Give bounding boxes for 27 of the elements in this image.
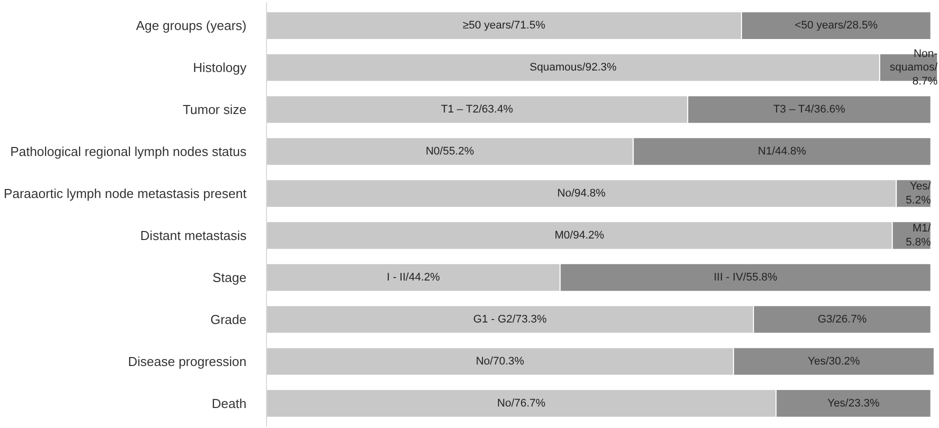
y-tick-label: Age groups (years) (136, 18, 247, 34)
y-tick-label: Histology (193, 60, 247, 76)
data-label: No/94.8% (557, 188, 606, 200)
data-label: <50 years/28.5% (794, 20, 878, 32)
data-label: T1 – T2/63.4% (441, 104, 514, 116)
y-tick-label: Distant metastasis (140, 228, 247, 243)
y-tick-label: Stage (212, 270, 247, 285)
data-label: G3/26.7% (818, 313, 867, 326)
y-tick-label: Grade (210, 312, 247, 327)
data-label: III - IV/55.8% (714, 271, 778, 284)
data-label: I - II/44.2% (386, 271, 440, 284)
data-label: N0/55.2% (426, 146, 474, 158)
y-tick-label: Pathological regional lymph nodes status (10, 144, 247, 160)
data-label: ≥50 years/71.5% (462, 20, 546, 32)
data-label: M0/94.2% (554, 229, 604, 242)
data-label: No/70.3% (476, 355, 524, 368)
y-tick-label: Paraaortic lymph node metastasis present (4, 186, 247, 202)
data-label: G1 - G2/73.3% (473, 313, 547, 326)
data-label: T3 – T4/36.6% (773, 104, 846, 116)
y-tick-label: Death (212, 396, 247, 411)
data-label: No/76.7% (497, 397, 546, 410)
y-tick-label: Disease progression (128, 354, 247, 369)
data-label: N1/44.8% (758, 146, 806, 158)
data-label: Yes/30.2% (808, 355, 860, 368)
data-label: Squamous/92.3% (530, 62, 617, 74)
y-tick-label: Tumor size (182, 102, 247, 118)
data-label: Yes/23.3% (827, 397, 880, 410)
